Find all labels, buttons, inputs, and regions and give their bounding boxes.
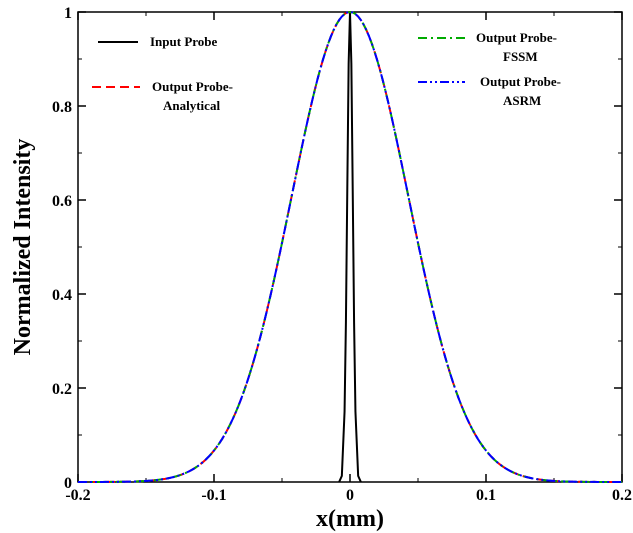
legend: Input Probe Output Probe- Analytical Out… xyxy=(92,30,561,113)
legend-label-fssm-line1: Output Probe- xyxy=(476,30,557,45)
y-tick-label: 0 xyxy=(64,475,72,492)
x-tick-label: 0.1 xyxy=(476,487,496,504)
y-tick-label: 0.4 xyxy=(52,287,72,304)
y-tick-label: 0.2 xyxy=(52,381,72,398)
series-line-input-probe xyxy=(338,11,362,483)
series-layer xyxy=(78,10,622,483)
legend-label-analytical-line2: Analytical xyxy=(163,98,220,113)
legend-label-fssm-line2: FSSM xyxy=(503,49,538,64)
x-tick-label: 0 xyxy=(346,487,354,504)
x-axis-title: x(mm) xyxy=(316,506,384,532)
legend-label-asrm-line2: ASRM xyxy=(503,93,541,108)
y-tick-label: 1 xyxy=(64,5,72,22)
series-line-output-probe-asrm xyxy=(78,10,622,483)
x-tick-label: -0.2 xyxy=(65,487,90,504)
y-axis-ticks: 0 0.2 0.4 0.6 0.8 1 xyxy=(52,5,622,492)
legend-label-asrm-line1: Output Probe- xyxy=(480,74,561,89)
legend-label-analytical-line1: Output Probe- xyxy=(152,79,233,94)
y-tick-label: 0.6 xyxy=(52,193,72,210)
y-tick-label: 0.8 xyxy=(52,99,72,116)
y-axis-title: Normalized Intensity xyxy=(10,139,36,356)
x-tick-label: -0.1 xyxy=(201,487,226,504)
x-tick-label: 0.2 xyxy=(612,487,632,504)
x-axis-ticks: -0.2 -0.1 0 0.1 0.2 xyxy=(65,12,632,504)
legend-label-input-probe: Input Probe xyxy=(150,34,218,49)
